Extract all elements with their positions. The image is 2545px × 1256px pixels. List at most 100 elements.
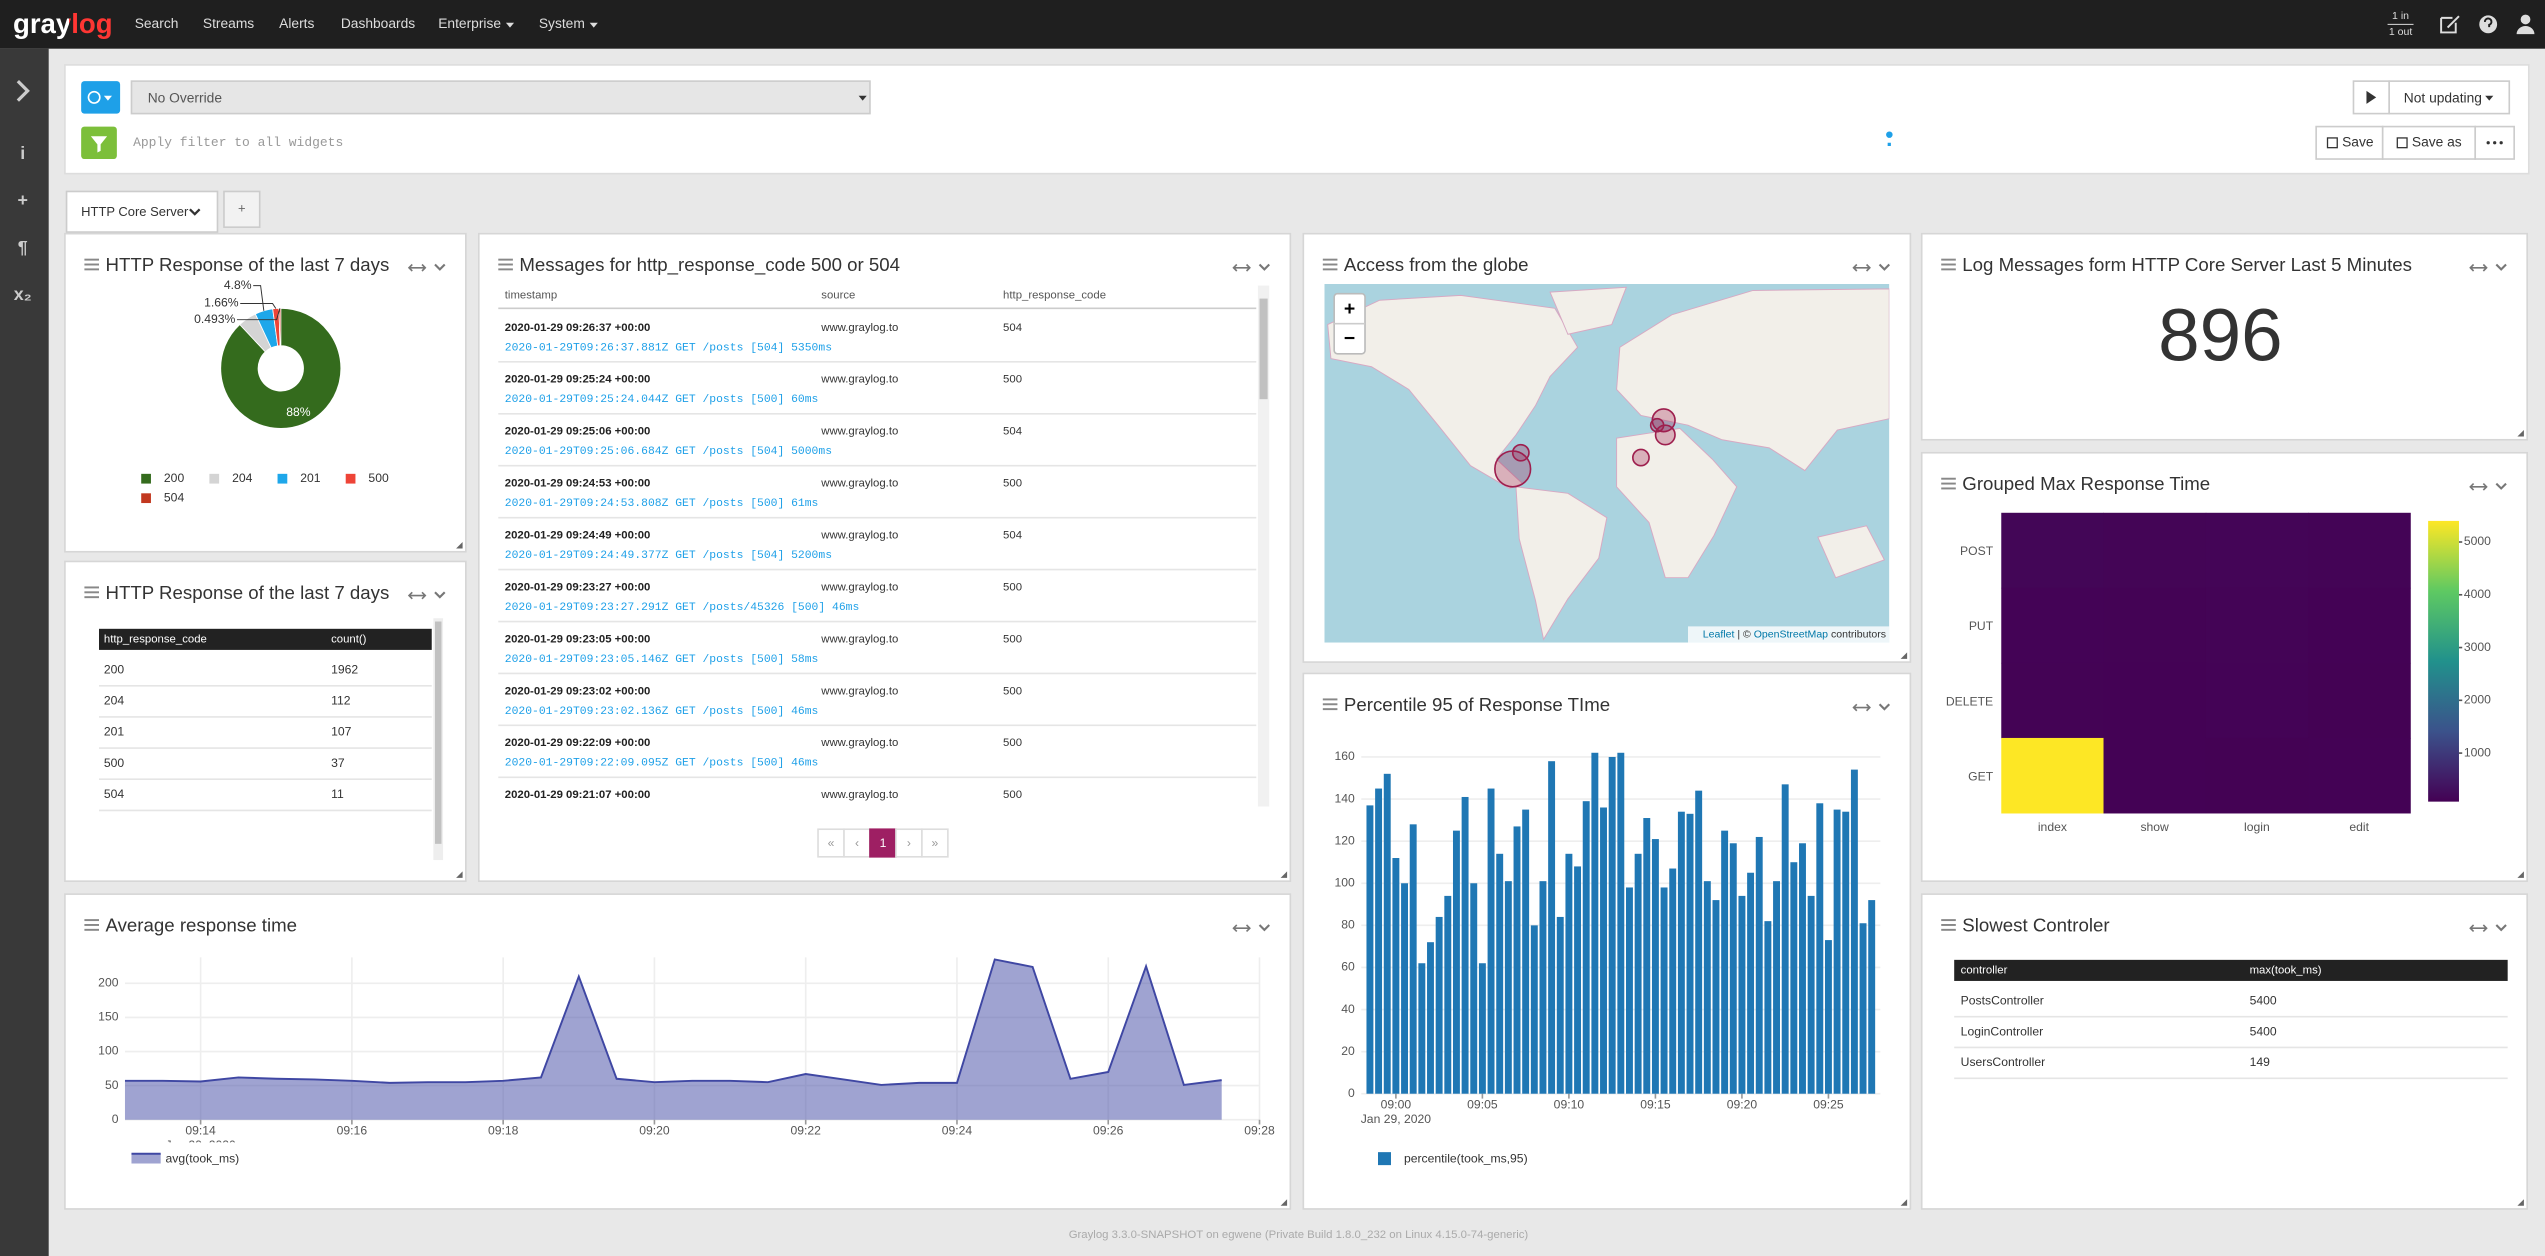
logo: graylog (13, 8, 113, 39)
query-placeholder: Apply filter to all widgets (133, 135, 343, 150)
nav-item[interactable]: Streams (203, 16, 254, 31)
heatmap-cell (2206, 588, 2309, 664)
table-cell: 200 (104, 662, 125, 676)
message-field[interactable]: 500 (1003, 789, 1022, 801)
y-tick-label: 100 (1334, 875, 1355, 889)
y-tick-label: 200 (98, 976, 119, 990)
widget-title: Messages for http_response_code 500 or 5… (519, 254, 900, 276)
message-field[interactable]: 500 (1003, 737, 1022, 749)
message-timestamp[interactable]: 2020-01-29 09:25:24 +00:00 (505, 374, 651, 386)
refresh-text: Not updating (2404, 91, 2482, 106)
message-text: 2020-01-29T09:23:02.136Z GET /posts [500… (505, 706, 819, 718)
message-timestamp[interactable]: 2020-01-29 09:23:05 +00:00 (505, 633, 651, 645)
message-field[interactable]: www.graylog.to (820, 789, 898, 801)
bar (1375, 789, 1382, 1094)
bar (1626, 887, 1633, 1093)
zoom-out[interactable]: − (1344, 327, 1355, 349)
message-timestamp[interactable]: 2020-01-29 09:21:07 +00:00 (505, 789, 651, 801)
table-cell: 1962 (331, 662, 358, 676)
y-tick-label: DELETE (1946, 694, 1993, 708)
sidebar-icon[interactable]: x₂ (14, 284, 32, 304)
heatmap-cell (2206, 738, 2309, 814)
map-marker[interactable] (1651, 419, 1664, 432)
zoom-in[interactable]: + (1344, 298, 1355, 320)
bar (1713, 900, 1720, 1094)
message-field[interactable]: 504 (1003, 530, 1022, 542)
heatmap-cell (2001, 588, 2104, 664)
nav-item[interactable]: Alerts (279, 16, 314, 31)
y-tick-label: 140 (1334, 791, 1355, 805)
message-field[interactable]: 504 (1003, 426, 1022, 438)
footer: Graylog 3.3.0-SNAPSHOT on egwene (Privat… (1069, 1229, 1529, 1241)
message-timestamp[interactable]: 2020-01-29 09:24:53 +00:00 (505, 478, 651, 490)
message-field[interactable]: www.graylog.to (820, 685, 898, 697)
message-field[interactable]: www.graylog.to (820, 322, 898, 334)
nav-item[interactable]: Search (135, 16, 179, 31)
message-field[interactable]: 504 (1003, 322, 1022, 334)
column-header: timestamp (505, 289, 557, 301)
scrollbar-thumb[interactable] (435, 622, 441, 844)
message-timestamp[interactable]: 2020-01-29 09:22:09 +00:00 (505, 737, 651, 749)
message-field[interactable]: 500 (1003, 685, 1022, 697)
bar (1842, 812, 1849, 1094)
message-text: 2020-01-29T09:23:05.146Z GET /posts [500… (505, 654, 819, 666)
message-field[interactable]: www.graylog.to (820, 478, 898, 490)
bar (1868, 900, 1875, 1094)
widget-title: Log Messages form HTTP Core Server Last … (1962, 254, 2412, 275)
message-field[interactable]: 500 (1003, 374, 1022, 386)
message-field[interactable]: www.graylog.to (820, 374, 898, 386)
map (1324, 284, 1889, 643)
message-field[interactable]: www.graylog.to (820, 737, 898, 749)
sidebar-icon[interactable]: + (18, 190, 28, 210)
scrollbar-thumb[interactable] (1260, 299, 1268, 400)
page-label: » (932, 836, 939, 850)
message-field[interactable]: 500 (1003, 633, 1022, 645)
widget-title: HTTP Response of the last 7 days (106, 582, 390, 603)
y-tick-label: 20 (1341, 1044, 1355, 1058)
message-timestamp[interactable]: 2020-01-29 09:26:37 +00:00 (505, 322, 651, 334)
message-timestamp[interactable]: 2020-01-29 09:25:06 +00:00 (505, 426, 651, 438)
bar (1825, 940, 1832, 1094)
heatmap-cell (2001, 513, 2104, 589)
nav-item[interactable]: Enterprise (438, 16, 501, 31)
map-marker[interactable] (1633, 449, 1649, 465)
user-icon-head[interactable] (2521, 15, 2531, 25)
y-tick-label: PUT (1969, 619, 1994, 633)
message-field[interactable]: www.graylog.to (820, 426, 898, 438)
stream-select[interactable] (131, 81, 870, 113)
attribution-part[interactable]: OpenStreetMap (1754, 628, 1828, 640)
bar (1799, 843, 1806, 1093)
colorbar-tick-label: 2000 (2464, 693, 2491, 707)
message-field[interactable]: 500 (1003, 581, 1022, 593)
map-marker[interactable] (1513, 445, 1529, 461)
nav-item[interactable]: Dashboards (341, 16, 415, 31)
bar (1860, 923, 1867, 1093)
message-text: 2020-01-29T09:23:27.291Z GET /posts/4532… (505, 602, 860, 614)
heatmap-cell (2308, 738, 2411, 814)
bar (1834, 810, 1841, 1094)
message-timestamp[interactable]: 2020-01-29 09:24:49 +00:00 (505, 530, 651, 542)
message-timestamp[interactable]: 2020-01-29 09:23:02 +00:00 (505, 685, 651, 697)
table-cell: LoginController (1961, 1024, 2043, 1038)
nav-item[interactable]: System (539, 16, 585, 31)
sidebar-icon[interactable]: i (20, 143, 25, 163)
message-timestamp[interactable]: 2020-01-29 09:23:27 +00:00 (505, 581, 651, 593)
bar (1418, 963, 1425, 1093)
sidebar-icon[interactable]: ¶ (18, 237, 28, 257)
table-cell: 500 (104, 756, 125, 770)
message-field[interactable]: 500 (1003, 478, 1022, 490)
more-dot (2487, 141, 2490, 144)
message-field[interactable]: www.graylog.to (820, 530, 898, 542)
legend-label[interactable]: percentile(took_ms,95) (1404, 1152, 1528, 1166)
bar (1609, 757, 1616, 1094)
message-field[interactable]: www.graylog.to (820, 581, 898, 593)
legend-label[interactable]: avg(took_ms) (166, 1152, 240, 1166)
colorbar-tick-label: 3000 (2464, 640, 2491, 654)
attribution-part[interactable]: Leaflet (1703, 628, 1735, 640)
table-cell: 37 (331, 756, 345, 770)
stream-select-text: No Override (148, 91, 223, 106)
message-field[interactable]: www.graylog.to (820, 633, 898, 645)
table-cell: 107 (331, 725, 352, 739)
widget-title: Slowest Controler (1962, 915, 2109, 936)
bar (1522, 810, 1529, 1094)
